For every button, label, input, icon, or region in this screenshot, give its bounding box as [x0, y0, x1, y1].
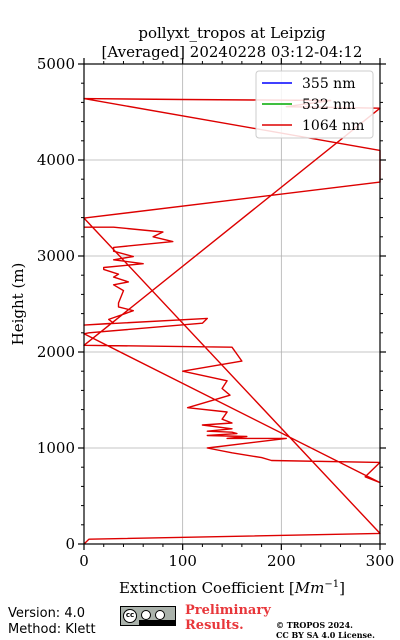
legend-box — [255, 70, 374, 139]
by-icon — [141, 610, 151, 620]
cc-license-badge: cc — [120, 606, 176, 626]
copyright-notice: © TROPOS 2024. CC BY SA 4.0 License. — [276, 620, 375, 640]
series-line-1064-nm — [83, 97, 381, 545]
y-axis-label: Height (m) — [9, 263, 27, 346]
chart-title-line2: [Averaged] 20240228 03:12-04:12 — [102, 43, 363, 61]
method-text: Method: Klett — [8, 622, 96, 637]
sa-icon — [155, 610, 165, 620]
x-tick-label: 100 — [168, 552, 197, 570]
preliminary-results: Preliminary Results. — [185, 603, 271, 633]
y-tick-label: 2000 — [37, 343, 75, 361]
x-tick-label: 300 — [366, 552, 395, 570]
y-tick-label: 1000 — [37, 439, 75, 457]
y-tick-label: 3000 — [37, 247, 75, 265]
legend-label: 1064 nm — [302, 118, 364, 134]
legend-label: 355 nm — [302, 76, 355, 92]
x-tick-label: 0 — [79, 552, 89, 570]
copyright-line1: © TROPOS 2024. — [276, 620, 353, 630]
series-layer — [83, 97, 381, 545]
extinction-profile-chart: pollyxt_tropos at Leipzig [Averaged] 202… — [9, 24, 395, 597]
y-tick-label: 0 — [65, 535, 75, 553]
y-tick-label: 5000 — [37, 55, 75, 73]
cc-strip — [139, 620, 175, 625]
chart-title-line1: pollyxt_tropos at Leipzig — [138, 24, 326, 42]
preliminary-line2: Results. — [185, 618, 244, 633]
cc-icon: cc — [123, 609, 137, 623]
plot-frame — [83, 63, 381, 545]
version-text: Version: 4.0 — [8, 606, 85, 621]
copyright-line2: CC BY SA 4.0 License. — [276, 630, 375, 640]
x-tick-label: 200 — [267, 552, 296, 570]
preliminary-line1: Preliminary — [185, 603, 271, 618]
legend: 355 nm 532 nm 1064 nm — [255, 70, 374, 139]
legend-label: 532 nm — [302, 97, 355, 113]
y-tick-label: 4000 — [37, 151, 75, 169]
x-axis-label: Extinction Coefficient [Mm−1] — [119, 579, 345, 597]
